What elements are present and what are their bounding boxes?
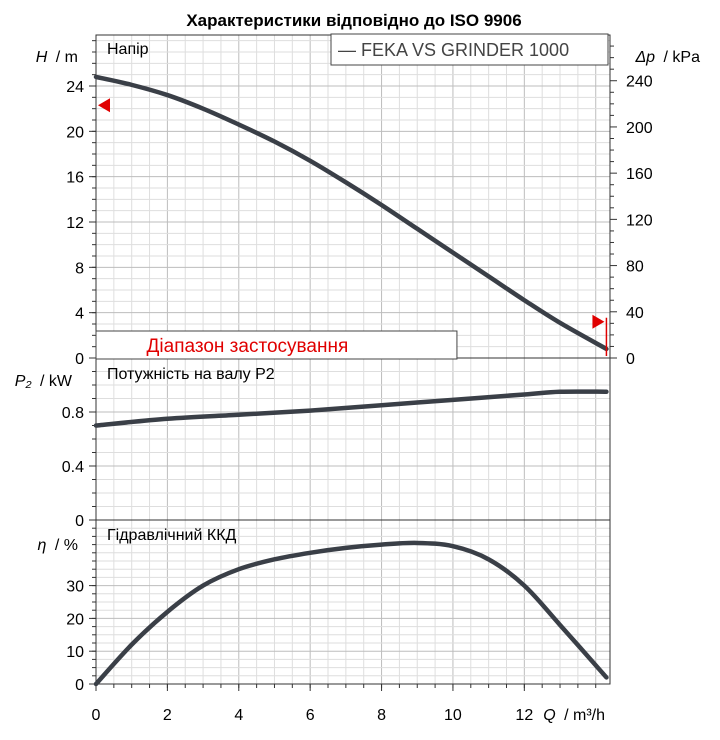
ytick-label-efficiency: 10 <box>66 644 84 661</box>
curve-efficiency <box>93 540 609 687</box>
ytick-label-head: 8 <box>75 260 84 277</box>
xtick-label: 6 <box>306 707 315 724</box>
application-range-box <box>95 330 458 360</box>
ticks: 0481216202400.40.80102030040801201602002… <box>62 40 653 724</box>
curve-power <box>93 389 609 428</box>
legend-entry: — FEKA VS GRINDER 1000 <box>338 40 569 60</box>
ytick-label-power: 0.4 <box>62 459 84 476</box>
y2tick-label: 120 <box>626 212 653 229</box>
xtick-label: 10 <box>444 707 462 724</box>
ytick-label-head: 20 <box>66 124 84 141</box>
y2tick-label: 160 <box>626 166 653 183</box>
ytick-label-head: 12 <box>66 215 84 232</box>
panel-title-power: Потужність на валу P2 <box>107 366 275 383</box>
marker-left <box>98 98 110 113</box>
ytick-label-head: 24 <box>66 79 84 96</box>
ylabel-power: P₂ / kW <box>15 373 73 390</box>
xlabel: Q / m³/h <box>543 707 605 724</box>
ylabel-head: H / m <box>36 49 78 66</box>
xtick-label: 12 <box>515 707 533 724</box>
y2tick-label: 0 <box>626 351 635 368</box>
ylabel-efficiency: η / % <box>38 537 78 554</box>
chart-title: Характеристики відповідно до ISO 9906 <box>186 11 521 30</box>
ytick-label-head: 16 <box>66 170 84 187</box>
y2tick-label: 240 <box>626 74 653 91</box>
panel-title-head: Напір <box>107 41 149 58</box>
ytick-label-head: 4 <box>75 306 84 323</box>
ytick-label-efficiency: 30 <box>66 579 84 596</box>
y2tick-label: 40 <box>626 305 644 322</box>
ytick-label-head: 0 <box>75 351 84 368</box>
xtick-label: 2 <box>163 707 172 724</box>
ytick-label-efficiency: 20 <box>66 611 84 628</box>
annotations <box>98 98 608 357</box>
ytick-label-efficiency: 0 <box>75 677 84 694</box>
xtick-label: 8 <box>377 707 386 724</box>
ytick-label-power: 0 <box>75 513 84 530</box>
ytick-label-power: 0.8 <box>62 405 84 422</box>
y2tick-label: 200 <box>626 120 653 137</box>
xtick-label: 4 <box>234 707 243 724</box>
xtick-label: 0 <box>92 707 101 724</box>
curve-head <box>93 74 609 352</box>
ylabel-pressure: Δp / kPa <box>634 49 700 66</box>
curves <box>93 74 609 687</box>
y2tick-label: 80 <box>626 259 644 276</box>
panel-title-efficiency: Гідравлічний ККД <box>107 527 237 544</box>
marker-right <box>592 314 605 329</box>
application-range-label: Діапазон застосування <box>147 336 349 357</box>
legend-box <box>330 33 609 66</box>
